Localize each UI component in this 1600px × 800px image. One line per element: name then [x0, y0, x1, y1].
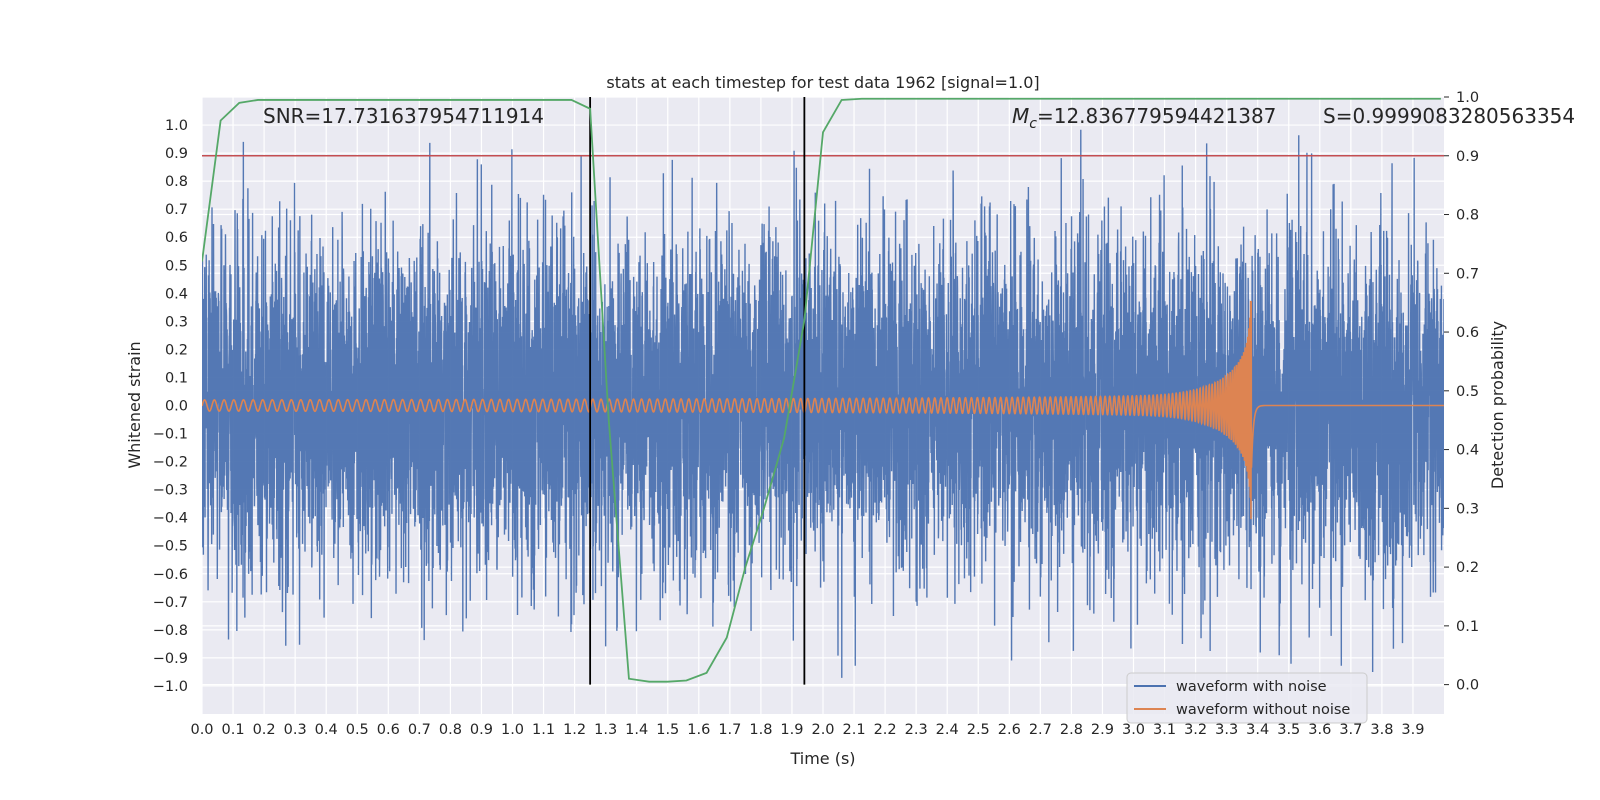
legend-label-waveform-without-noise: waveform without noise	[1176, 702, 1350, 718]
x-tick-label: 0.8	[439, 722, 462, 738]
x-tick-label: 1.6	[687, 722, 710, 738]
x-tick-labels: 0.0 0.1 0.2 0.3 0.4 0.5 0.6 0.7 0.8 0.9 1.0 1.1 1.2 1…	[190, 722, 1424, 738]
y2-tick-label: 0.6	[1456, 325, 1479, 341]
x-tick-label: 0.3	[284, 722, 307, 738]
x-tick-label: 2.3	[905, 722, 928, 738]
x-tick-label: 3.4	[1246, 722, 1269, 738]
x-tick-label: 2.0	[811, 722, 834, 738]
x-tick-label: 0.4	[315, 722, 338, 738]
legend-box	[1126, 672, 1368, 724]
x-tick-label: 1.4	[625, 722, 648, 738]
y2-tick-label: 0.0	[1456, 678, 1479, 694]
x-tick-label: 2.5	[967, 722, 990, 738]
x-tick-label: 3.9	[1401, 722, 1424, 738]
legend-label-waveform-with-noise: waveform with noise	[1176, 679, 1327, 695]
vertical-markers	[589, 97, 806, 685]
y-tick-label: −0.4	[153, 511, 188, 527]
x-tick-label: 0.0	[190, 722, 213, 738]
x-tick-label: 0.6	[377, 722, 400, 738]
x-tick-label: 0.1	[222, 722, 245, 738]
mc-annotation: Mc=12.836779594421387	[1012, 104, 1276, 132]
series-waveform-without-noise	[202, 300, 1444, 520]
y-tick-label: 0.9	[165, 146, 188, 162]
y2-tick-label: 1.0	[1456, 90, 1479, 106]
y-axis-label: Whitened strain	[125, 341, 144, 468]
y-tick-label: −0.7	[153, 595, 188, 611]
plot-area	[202, 97, 1444, 685]
x-tick-label: 1.2	[563, 722, 586, 738]
x-tick-label: 3.3	[1215, 722, 1238, 738]
x-tick-label: 2.1	[843, 722, 866, 738]
x-tick-label: 1.8	[749, 722, 772, 738]
series-waveform-with-noise	[202, 129, 1444, 678]
x-tick-label: 3.8	[1370, 722, 1393, 738]
y-tick-label: 0.7	[165, 202, 188, 218]
mc-value: =12.836779594421387	[1037, 104, 1276, 128]
y-tick-label: −0.5	[153, 539, 188, 555]
y2-tick-labels: 1.0 0.9 0.8 0.7 0.6 0.5 0.4 0.3 0.2 0.1 0.0	[1444, 90, 1479, 694]
x-tick-label: 2.9	[1091, 722, 1114, 738]
y-tick-label: −0.1	[153, 427, 188, 443]
x-tick-label: 2.8	[1060, 722, 1083, 738]
y-tick-label: 1.0	[165, 118, 188, 134]
mc-subscript: c	[1029, 116, 1037, 132]
y2-tick-label: 0.5	[1456, 384, 1479, 400]
y-tick-label: −0.8	[153, 623, 188, 639]
x-tick-label: 3.0	[1122, 722, 1145, 738]
x-tick-label: 3.2	[1184, 722, 1207, 738]
y-tick-label: 0.8	[165, 174, 188, 190]
x-tick-label: 1.5	[656, 722, 679, 738]
x-axis-label: Time (s)	[789, 749, 855, 768]
y2-tick-label: 0.9	[1456, 149, 1479, 165]
y-tick-label: 0.6	[165, 230, 188, 246]
y2-tick-label: 0.7	[1456, 266, 1479, 282]
x-tick-label: 2.4	[936, 722, 959, 738]
x-tick-label: 0.9	[470, 722, 493, 738]
mc-symbol: M	[1012, 104, 1029, 128]
x-tick-label: 1.0	[501, 722, 524, 738]
x-tick-label: 3.6	[1308, 722, 1331, 738]
y-tick-label: −0.3	[153, 483, 188, 499]
x-tick-label: 2.7	[1029, 722, 1052, 738]
y2-tick-label: 0.3	[1456, 501, 1479, 517]
y-tick-label: −0.6	[153, 567, 188, 583]
x-tick-label: 1.7	[718, 722, 741, 738]
x-tick-label: 3.7	[1339, 722, 1362, 738]
legend: waveform with noise waveform without noi…	[1126, 672, 1368, 724]
x-tick-label: 1.9	[780, 722, 803, 738]
y-tick-label: 0.2	[165, 342, 188, 358]
x-tick-label: 1.3	[594, 722, 617, 738]
y-tick-label: −0.9	[153, 651, 188, 667]
x-tick-label: 3.1	[1153, 722, 1176, 738]
x-tick-label: 1.1	[532, 722, 555, 738]
y-tick-label: 0.3	[165, 314, 188, 330]
snr-annotation: SNR=17.731637954711914	[263, 104, 544, 128]
y-tick-labels: 1.0 0.9 0.8 0.7 0.6 0.5 0.4 0.3 0.2 0.1 0.0 −0.1 −0.…	[153, 118, 188, 695]
series-detection-probability	[202, 97, 1441, 683]
y-tick-label: −1.0	[153, 679, 188, 695]
chart-title: stats at each timestep for test data 196…	[606, 73, 1039, 92]
s-annotation: S=0.9999083280563354	[1323, 104, 1575, 128]
y2-tick-label: 0.4	[1456, 443, 1479, 459]
y-tick-label: 0.5	[165, 258, 188, 274]
y-tick-label: 0.4	[165, 286, 188, 302]
y-tick-label: 0.1	[165, 370, 188, 386]
y-tick-label: 0.0	[165, 399, 188, 415]
y-tick-label: −0.2	[153, 455, 188, 471]
x-tick-label: 0.7	[408, 722, 431, 738]
y2-tick-label: 0.8	[1456, 208, 1479, 224]
y2-axis-label: Detection probability	[1488, 321, 1507, 489]
x-tick-label: 2.6	[998, 722, 1021, 738]
x-tick-label: 3.5	[1277, 722, 1300, 738]
x-tick-label: 2.2	[874, 722, 897, 738]
y2-tick-label: 0.2	[1456, 560, 1479, 576]
x-tick-label: 0.2	[253, 722, 276, 738]
x-tick-label: 0.5	[346, 722, 369, 738]
y2-tick-label: 0.1	[1456, 619, 1479, 635]
